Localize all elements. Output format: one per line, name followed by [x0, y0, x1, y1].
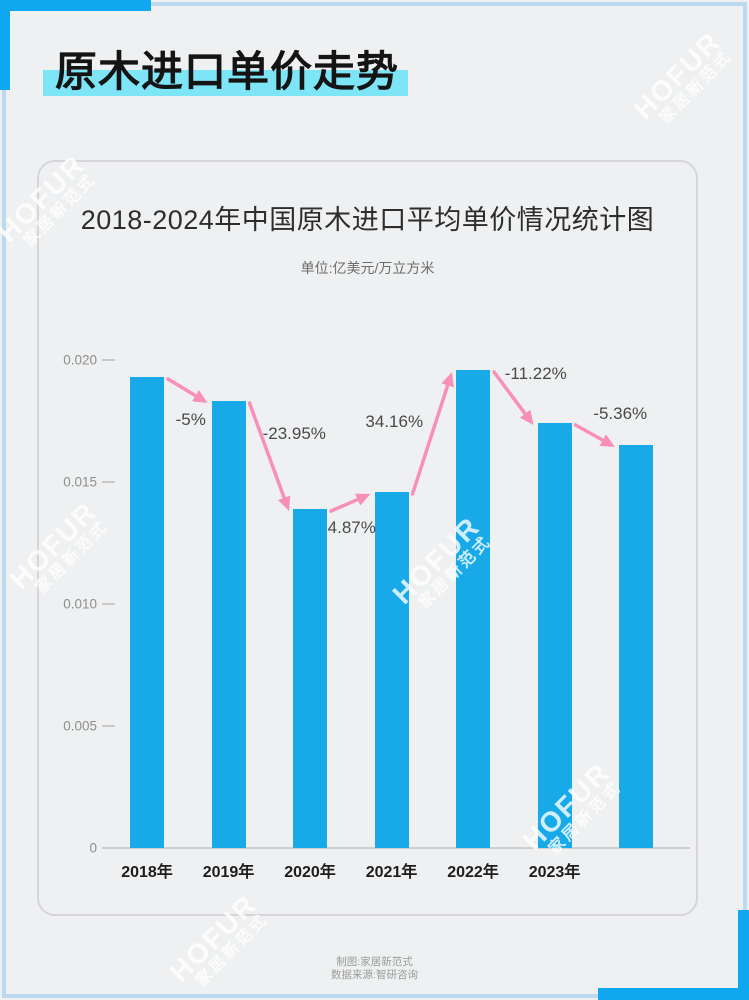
brand-watermark: HOFUR 家居新范式	[627, 25, 739, 137]
y-axis-tick-mark	[102, 603, 115, 605]
change-arrow-head	[599, 434, 615, 447]
credit-source: 数据来源:智研咨询	[331, 969, 418, 981]
bar-2021年	[374, 492, 409, 848]
x-axis-label: 2022年	[447, 864, 499, 881]
chart-title: 2018-2024年中国原木进口平均单价情况统计图	[80, 205, 655, 235]
y-axis-tick-label: 0.015	[63, 474, 97, 490]
x-axis-label: 2019年	[202, 864, 255, 881]
x-axis-label: 2021年	[365, 864, 418, 881]
bar-2022年	[456, 370, 490, 848]
change-label: -11.22%	[504, 363, 567, 383]
change-arrow-head	[278, 495, 291, 511]
change-label: -5.36%	[593, 404, 648, 423]
change-label: -5%	[175, 410, 206, 429]
y-axis-tick-label: 0.010	[63, 596, 97, 612]
bar-2020年	[293, 509, 327, 848]
credit-author: 制图:家居新范式	[336, 956, 413, 968]
y-axis-tick-label: 0.020	[63, 352, 97, 368]
change-arrow-head	[519, 409, 534, 425]
change-arrow-head	[355, 493, 371, 506]
change-arrow	[573, 423, 609, 444]
change-arrow	[166, 377, 201, 400]
change-label: 34.16%	[365, 412, 424, 431]
change-label: -23.95%	[262, 424, 326, 443]
change-label: 4.87%	[327, 517, 376, 537]
plot-area: 0 0.005 0.010 0.015 0.020 2018年 2019年 2020年 2021…	[39, 162, 700, 918]
bar-2023年	[537, 423, 572, 848]
x-axis-label: 2023年	[528, 864, 581, 881]
y-axis-tick-label: 0	[89, 840, 97, 856]
change-arrow	[247, 401, 288, 504]
y-axis-tick-mark	[102, 359, 115, 361]
change-arrow-head	[441, 372, 454, 388]
y-axis-tick-label: 0.005	[63, 718, 97, 734]
corner-bracket-bottom-right-horizontal	[598, 988, 749, 1000]
footer-credits: 制图:家居新范式 数据来源:智研咨询	[0, 956, 749, 982]
page-title: 原木进口单价走势	[55, 48, 400, 95]
corner-bracket-top-left-horizontal	[0, 0, 151, 11]
bar-last	[619, 445, 653, 848]
bar-2018年	[130, 377, 164, 848]
change-arrow-head	[192, 390, 208, 403]
watermark-brand-text: HOFUR	[627, 25, 727, 125]
x-axis-label: 2020年	[284, 864, 336, 881]
x-axis-label: 2018年	[121, 864, 173, 881]
x-axis-line	[102, 847, 690, 849]
title-highlight-bar	[43, 70, 408, 96]
watermark-subtitle-text: 家居新范式	[656, 47, 736, 127]
corner-bracket-bottom-right-vertical	[738, 910, 749, 1000]
bar-2019年	[211, 401, 246, 848]
corner-bracket-top-left-vertical	[0, 0, 10, 90]
chart-unit-label: 单位:亿美元/万立方米	[300, 260, 435, 276]
y-axis-tick-mark	[102, 725, 115, 727]
change-arrow	[410, 379, 451, 496]
y-axis-tick-mark	[102, 481, 115, 483]
change-arrow	[329, 496, 364, 513]
